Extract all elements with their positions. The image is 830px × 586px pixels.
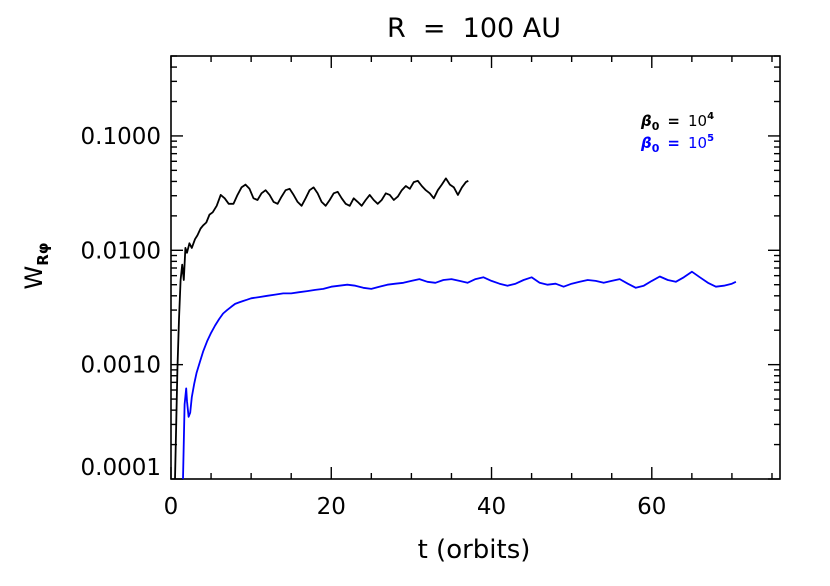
legend-exponent: 4: [707, 111, 714, 122]
y-axis-label-main: W: [20, 266, 48, 290]
legend-exponent: 5: [707, 133, 714, 144]
x-tick-labels: 0 20 40 60: [164, 494, 667, 520]
series-line-1: [182, 270, 737, 479]
legend-value: 10: [688, 112, 707, 130]
legend-symbol: β: [640, 134, 652, 152]
x-axis-label: t (orbits): [418, 535, 531, 565]
legend-subscript: 0: [652, 142, 660, 155]
legend-symbol: β: [640, 112, 652, 130]
svg-text:β0=104: β0 = 104: [640, 111, 714, 133]
legend-equals: =: [667, 134, 680, 152]
y-axis-label-sub: Rφ: [34, 242, 52, 265]
svg-text:β0=105: β0 = 105: [640, 133, 714, 155]
series-lines: [174, 177, 737, 479]
x-tick-label: 20: [317, 494, 346, 520]
x-tick-label: 40: [477, 494, 506, 520]
x-tick-label: 60: [637, 494, 666, 520]
y-tick-label: 0.0001: [81, 455, 161, 481]
legend-subscript: 0: [652, 120, 660, 133]
y-tick-label: 0.0010: [81, 353, 161, 379]
x-tick-label: 0: [164, 494, 179, 520]
axis-ticks: [170, 55, 780, 480]
legend-entry-1: β0 = 105: [640, 133, 714, 155]
legend-entry-0: β0 = 104: [640, 111, 714, 133]
svg-text:WRφ: WRφ: [20, 242, 52, 289]
legend-equals: =: [667, 112, 680, 130]
y-tick-labels: 0.0001 0.0010 0.0100 0.1000: [81, 124, 161, 481]
series-line-0: [174, 177, 469, 479]
chart-title: R = 100 AU: [387, 13, 561, 44]
y-tick-label: 0.1000: [81, 124, 161, 150]
y-axis-label: WRφ: [20, 242, 52, 289]
legend-value: 10: [688, 134, 707, 152]
y-tick-label: 0.0100: [81, 238, 161, 264]
